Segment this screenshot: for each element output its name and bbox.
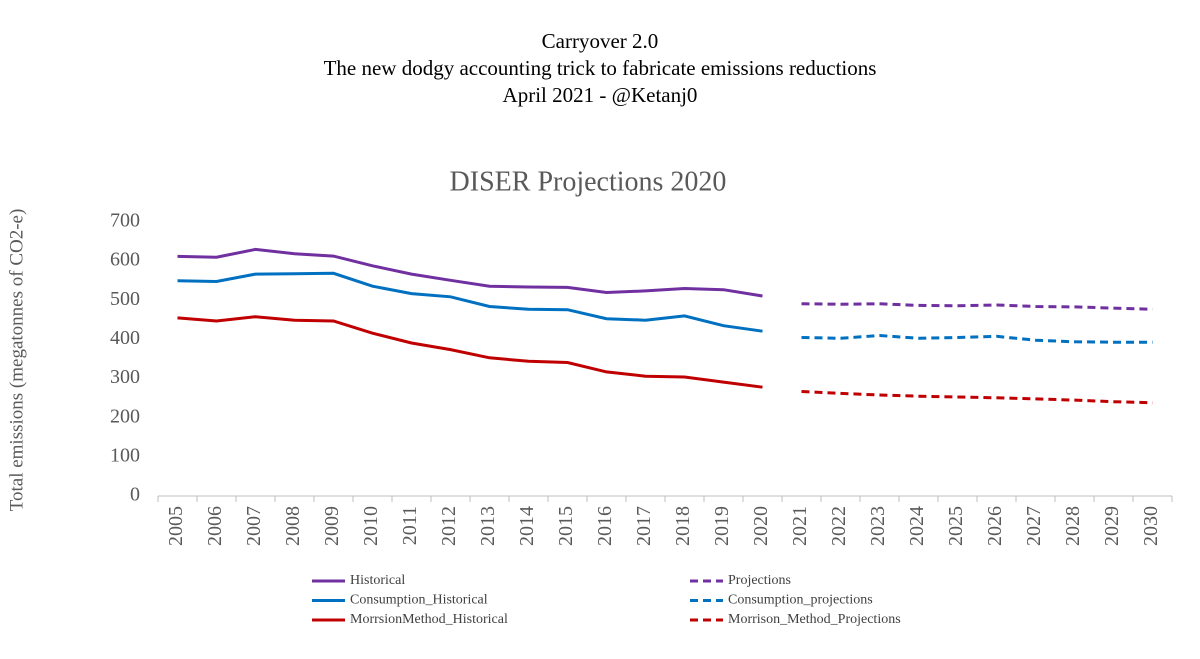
y-tick-label: 400	[110, 327, 140, 349]
legend-label: Projections	[728, 573, 791, 588]
y-tick-label: 600	[110, 249, 140, 271]
y-tick-label: 300	[110, 366, 140, 388]
x-tick-label: 2011	[399, 506, 421, 545]
x-tick-label: 2026	[984, 506, 1006, 546]
y-tick-label: 100	[110, 444, 140, 466]
x-tick-label: 2017	[633, 506, 655, 546]
x-tick-label: 2015	[555, 506, 577, 546]
series-line	[801, 333, 1153, 344]
x-tick-label: 2021	[789, 506, 811, 546]
series-line	[801, 390, 1153, 405]
x-tick-label: 2007	[243, 506, 265, 546]
x-tick-label: 2027	[1023, 506, 1045, 546]
heading-line: April 2021 - @Ketanj0	[503, 83, 698, 107]
x-tick-label: 2020	[750, 506, 772, 546]
x-tick-label: 2014	[516, 506, 538, 546]
x-tick-label: 2012	[438, 506, 460, 546]
x-tick-label: 2018	[672, 506, 694, 546]
legend-label: Historical	[350, 573, 405, 588]
series-line	[177, 271, 763, 333]
chart-title: DISER Projections 2020	[450, 166, 727, 197]
series-line	[177, 247, 763, 298]
legend-label: Consumption_Historical	[350, 593, 488, 608]
y-tick-label: 200	[110, 405, 140, 427]
x-tick-label: 2006	[204, 506, 226, 546]
x-tick-label: 2019	[711, 506, 733, 546]
x-tick-label: 2024	[906, 506, 928, 546]
x-tick-label: 2023	[867, 506, 889, 546]
x-tick-label: 2022	[828, 506, 850, 546]
y-tick-label: 500	[110, 288, 140, 310]
x-tick-label: 2029	[1101, 506, 1123, 546]
x-tick-label: 2028	[1062, 506, 1084, 546]
y-axis-label: Total emissions (megatonnes of CO2-e)	[6, 209, 27, 512]
x-tick-label: 2009	[321, 506, 343, 546]
heading-line: Carryover 2.0	[542, 29, 659, 53]
x-tick-label: 2010	[360, 506, 382, 546]
heading-line: The new dodgy accounting trick to fabric…	[324, 56, 877, 80]
x-tick-label: 2005	[165, 506, 187, 546]
series-line	[801, 302, 1153, 311]
series-line	[177, 315, 763, 389]
x-tick-label: 2013	[477, 506, 499, 546]
x-tick-label: 2016	[594, 506, 616, 546]
x-tick-label: 2008	[282, 506, 304, 546]
y-tick-label: 0	[130, 484, 140, 506]
x-tick-label: 2030	[1140, 506, 1162, 546]
legend-label: MorrsionMethod_Historical	[350, 612, 508, 627]
legend-label: Consumption_projections	[728, 593, 873, 608]
x-tick-label: 2025	[945, 506, 967, 546]
legend-label: Morrison_Method_Projections	[728, 612, 901, 627]
y-tick-label: 700	[110, 210, 140, 232]
